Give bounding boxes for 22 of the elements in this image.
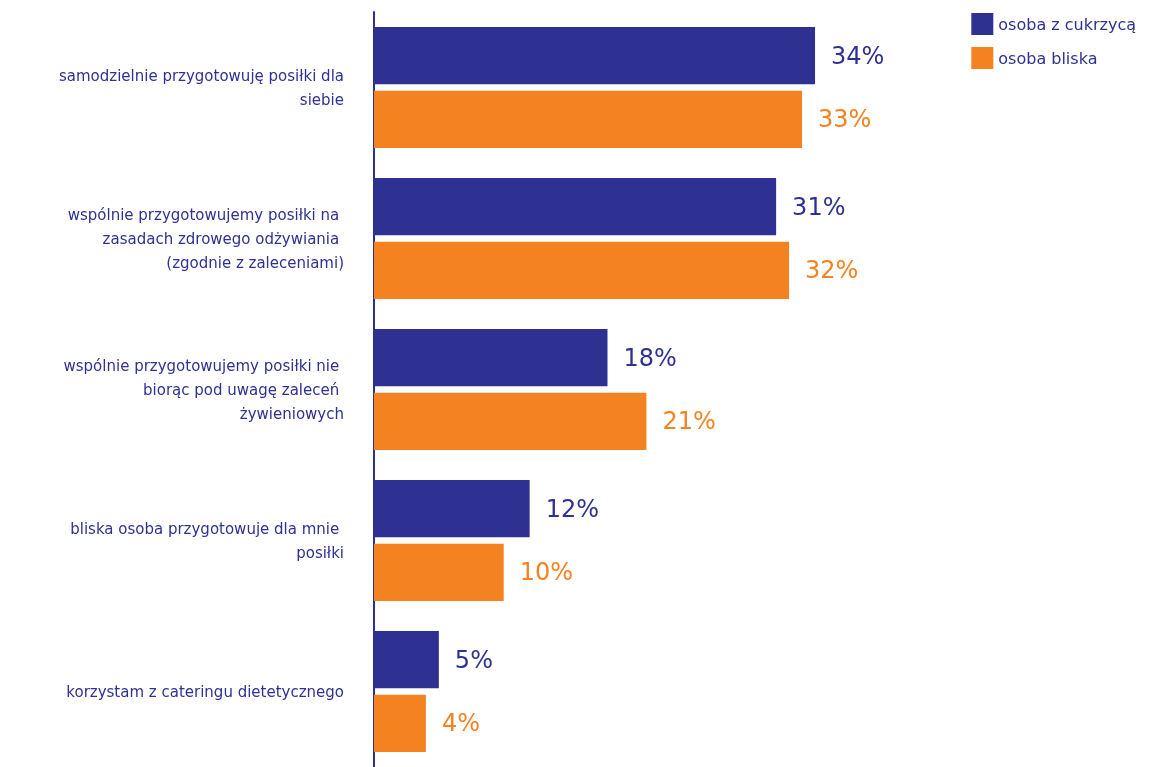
bar: [374, 392, 647, 450]
data-label: 21%: [662, 407, 716, 436]
data-label: 31%: [792, 192, 846, 221]
y-tick-label: wspólnie przygotowujemy posiłki na zasadach zdrowego odżywiania (zgodnie z zaleceniami): [67, 205, 344, 272]
bar: [374, 543, 504, 601]
bar: [374, 90, 803, 148]
y-tick-label: wspólnie przygotowujemy posiłki nie biorąc pod uwagę zaleceń żywieniowych: [63, 356, 344, 423]
legend-label: osoba bliska: [998, 48, 1098, 68]
data-label: 34%: [831, 41, 885, 70]
data-label: 10%: [519, 558, 574, 587]
bar: [374, 241, 790, 299]
y-tick-label: korzystam z cateringu dietetycznego: [66, 682, 344, 701]
data-label: 33%: [818, 105, 872, 134]
data-label: 12%: [545, 494, 599, 523]
data-label: 18%: [623, 343, 677, 372]
data-label: 32%: [805, 256, 859, 285]
bar: [374, 694, 426, 752]
data-label: 5%: [454, 645, 493, 674]
y-tick-label: bliska osoba przygotowuje dla mnie posiłki: [70, 519, 344, 562]
y-tick-label: samodzielnie przygotowuję posiłki dla siebie: [58, 66, 344, 109]
data-label: 4%: [441, 709, 480, 738]
legend-label: osoba z cukrzycą: [998, 14, 1137, 34]
